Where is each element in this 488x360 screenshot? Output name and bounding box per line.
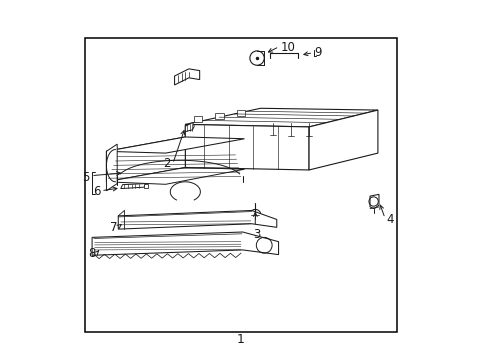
Polygon shape: [369, 194, 378, 209]
Text: 5: 5: [82, 171, 89, 184]
Polygon shape: [92, 232, 278, 255]
Polygon shape: [121, 184, 145, 189]
Polygon shape: [174, 69, 199, 85]
Bar: [85, 39, 396, 332]
Polygon shape: [193, 116, 202, 122]
Polygon shape: [106, 144, 117, 191]
Polygon shape: [106, 167, 244, 184]
Text: 3: 3: [253, 228, 260, 242]
Polygon shape: [118, 211, 276, 229]
Text: 4: 4: [386, 213, 393, 226]
Polygon shape: [215, 113, 223, 119]
Text: 7: 7: [109, 221, 117, 234]
Polygon shape: [236, 110, 244, 116]
Text: 1: 1: [237, 333, 244, 346]
Text: 2: 2: [163, 157, 171, 170]
Polygon shape: [185, 123, 194, 132]
Text: 10: 10: [280, 41, 295, 54]
Polygon shape: [308, 110, 377, 170]
Polygon shape: [185, 125, 308, 170]
Polygon shape: [185, 108, 377, 127]
Text: 8: 8: [88, 247, 96, 260]
Polygon shape: [106, 137, 185, 182]
Polygon shape: [144, 184, 147, 188]
Text: 9: 9: [314, 46, 321, 59]
Text: 6: 6: [93, 185, 100, 198]
Polygon shape: [106, 137, 244, 153]
